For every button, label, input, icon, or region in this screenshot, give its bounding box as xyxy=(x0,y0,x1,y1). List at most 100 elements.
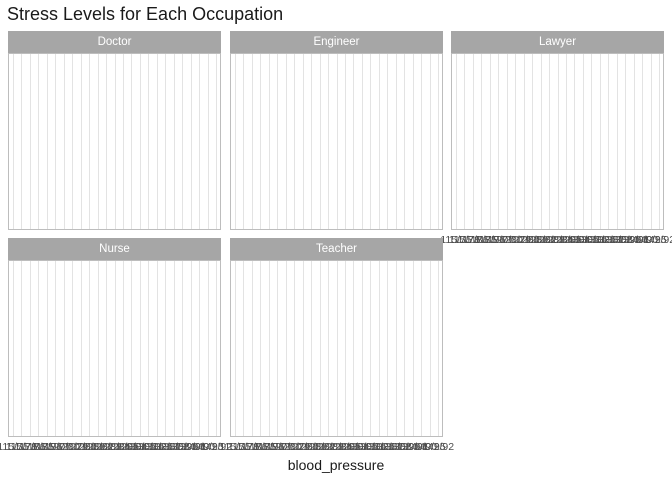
x-gridline xyxy=(429,54,431,229)
x-gridline xyxy=(625,54,627,229)
x-gridline xyxy=(591,54,593,229)
x-gridline xyxy=(344,261,346,436)
x-gridline xyxy=(387,54,389,229)
x-tick-label: 119/77 xyxy=(482,234,514,246)
facet-panel xyxy=(8,260,221,437)
x-tick-label: 139/91 xyxy=(396,441,429,453)
x-gridline xyxy=(80,54,82,229)
x-tick-label: 118/76 xyxy=(31,441,63,453)
facet-panel xyxy=(8,53,221,230)
x-gridline xyxy=(540,54,542,229)
x-gridline xyxy=(216,261,217,436)
x-gridline xyxy=(207,54,209,229)
x-gridline xyxy=(336,261,338,436)
x-tick-label: 125/82 xyxy=(303,441,336,453)
x-gridline xyxy=(328,261,330,436)
x-tick-label: 125/80 xyxy=(73,441,106,453)
x-tick-label: 128/85 xyxy=(328,441,362,453)
x-gridline xyxy=(395,261,397,436)
x-gridline xyxy=(216,54,217,229)
x-gridline xyxy=(106,54,108,229)
x-tick-label: 121/79 xyxy=(278,441,311,453)
x-tick-label: 118/75 xyxy=(22,441,55,453)
x-tick-label: 119/77 xyxy=(39,441,71,453)
x-gridline xyxy=(148,54,150,229)
x-gridline xyxy=(319,261,321,436)
x-tick-label: 142/92 xyxy=(421,441,455,453)
x-gridline xyxy=(207,261,209,436)
x-tick-label: 142/92 xyxy=(199,441,233,453)
x-tick-label: 117/76 xyxy=(14,441,46,453)
x-tick-label: 129/84 xyxy=(337,441,370,453)
x-gridline xyxy=(277,54,279,229)
x-gridline xyxy=(336,54,338,229)
x-gridline xyxy=(13,54,14,229)
x-tick-label: 128/85 xyxy=(106,441,140,453)
x-tick-label: 128/84 xyxy=(320,441,353,453)
x-gridline xyxy=(464,54,466,229)
x-gridline xyxy=(21,54,23,229)
facet-strip-label: Lawyer xyxy=(451,31,664,53)
x-gridline xyxy=(21,261,23,436)
x-tick-label: 115/78 xyxy=(5,441,38,453)
x-gridline xyxy=(97,261,99,436)
x-gridline xyxy=(165,54,167,229)
x-tick-label: 130/85 xyxy=(123,441,156,453)
x-tick-label: 126/83 xyxy=(532,234,566,246)
x-tick-label: 121/79 xyxy=(56,441,89,453)
facet-engineer: Engineer xyxy=(230,31,443,230)
x-tick-label: 115/78 xyxy=(448,234,481,246)
facet-lawyer: Lawyer xyxy=(451,31,664,230)
facet-doctor: Doctor xyxy=(8,31,221,230)
x-gridline xyxy=(165,261,167,436)
x-tick-label: 125/82 xyxy=(524,234,557,246)
x-gridline xyxy=(456,54,457,229)
x-tick-label: 132/87 xyxy=(149,441,182,453)
x-gridline xyxy=(370,261,372,436)
x-gridline xyxy=(72,261,74,436)
x-tick-label: 122/80 xyxy=(286,441,319,453)
x-gridline xyxy=(182,261,184,436)
x-tick-label: 132/87 xyxy=(371,441,404,453)
x-tick-label: 115/75 xyxy=(219,441,251,453)
x-tick-label: 135/88 xyxy=(157,441,190,453)
x-gridline xyxy=(148,261,150,436)
x-gridline xyxy=(29,54,31,229)
x-tick-label: 135/88 xyxy=(600,234,633,246)
x-gridline xyxy=(131,54,133,229)
x-tick-label: 125/80 xyxy=(295,441,328,453)
x-gridline xyxy=(404,261,406,436)
x-tick-label: 140/95 xyxy=(634,234,667,246)
x-gridline xyxy=(659,54,660,229)
x-gridline xyxy=(251,54,253,229)
x-tick-label: 140/90 xyxy=(405,441,438,453)
x-gridline xyxy=(260,54,262,229)
x-gridline xyxy=(515,54,517,229)
x-gridline xyxy=(139,261,141,436)
x-gridline xyxy=(344,54,346,229)
x-tick-label: 129/84 xyxy=(115,441,148,453)
x-gridline xyxy=(378,54,380,229)
x-gridline xyxy=(80,261,82,436)
x-gridline xyxy=(498,54,500,229)
x-tick-label: 129/84 xyxy=(558,234,591,246)
x-tick-label: 135/88 xyxy=(379,441,412,453)
x-gridline xyxy=(173,261,175,436)
facet-strip-label: Teacher xyxy=(230,238,443,260)
x-tick-label: 118/75 xyxy=(244,441,277,453)
x-tick-label: 117/76 xyxy=(236,441,268,453)
x-gridline xyxy=(378,261,380,436)
x-gridline xyxy=(582,54,584,229)
x-tick-label: 115/75 xyxy=(440,234,472,246)
x-tick-label: 130/86 xyxy=(354,441,387,453)
x-gridline xyxy=(89,261,91,436)
x-gridline xyxy=(243,261,245,436)
x-tick-label: 130/85 xyxy=(566,234,599,246)
x-gridline xyxy=(642,54,644,229)
x-gridline xyxy=(412,261,414,436)
x-gridline xyxy=(481,54,483,229)
x-tick-label: 135/90 xyxy=(388,441,421,453)
x-gridline xyxy=(285,261,287,436)
x-gridline xyxy=(438,54,439,229)
x-tick-label: 118/75 xyxy=(465,234,498,246)
